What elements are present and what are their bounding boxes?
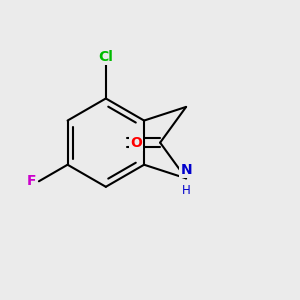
Text: Cl: Cl (98, 50, 113, 64)
Text: O: O (130, 136, 142, 150)
Text: N: N (180, 163, 192, 176)
Text: F: F (26, 174, 36, 188)
Text: H: H (182, 184, 190, 197)
